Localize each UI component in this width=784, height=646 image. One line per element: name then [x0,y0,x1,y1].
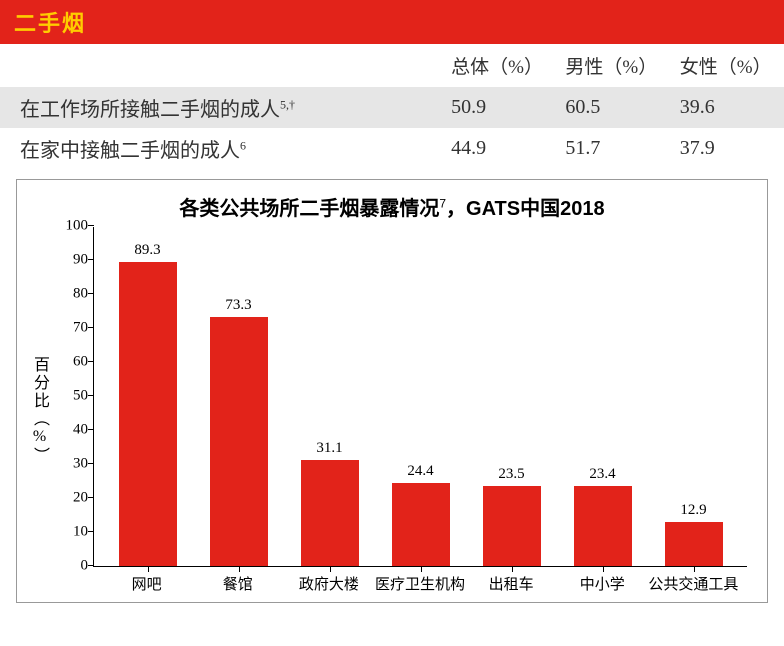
col-header-female: 女性（%） [670,44,784,87]
row-label: 在工作场所接触二手烟的成人5,† [0,87,441,128]
bar-value-label: 89.3 [134,242,160,259]
bar-slot: 31.1 [284,227,375,566]
bar-slot: 73.3 [193,227,284,566]
bar-rect [119,262,177,566]
ytick-label: 0 [54,558,88,575]
bar-value-label: 24.4 [407,463,433,480]
bar-value-label: 23.5 [498,466,524,483]
ytick-label: 70 [54,320,88,337]
bar-rect [301,460,359,566]
bar-slot: 23.4 [557,227,648,566]
y-axis-label: 百分比（%） [27,356,53,465]
bar-slot: 24.4 [375,227,466,566]
bar-slot: 89.3 [102,227,193,566]
ytick-label: 40 [54,422,88,439]
ytick-label: 10 [54,524,88,541]
ytick-label: 50 [54,388,88,405]
section-header: 二手烟 [0,0,784,44]
section-title: 二手烟 [14,11,86,36]
bar-slot: 12.9 [648,227,739,566]
bar-value-label: 12.9 [680,502,706,519]
ytick-label: 60 [54,354,88,371]
shs-table: 总体（%） 男性（%） 女性（%） 在工作场所接触二手烟的成人5,†50.960… [0,44,784,169]
bar-value-label: 31.1 [316,440,342,457]
ytick-label: 100 [54,218,88,235]
bar-value-label: 73.3 [225,297,251,314]
bar-rect [392,483,450,566]
x-axis-label: 出租车 [466,573,557,594]
bar-rect [210,317,268,566]
ytick-label: 90 [54,252,88,269]
bar-slot: 23.5 [466,227,557,566]
row-label: 在家中接触二手烟的成人6 [0,128,441,169]
x-axis-label: 公共交通工具 [648,573,739,594]
cell-female: 39.6 [670,87,784,128]
chart-title: 各类公共场所二手烟暴露情况7，GATS中国2018 [27,192,757,221]
cell-total: 44.9 [441,128,555,169]
col-header-total: 总体（%） [441,44,555,87]
cell-male: 60.5 [555,87,669,128]
bar-rect [574,486,632,566]
chart-container: 各类公共场所二手烟暴露情况7，GATS中国2018 百分比（%） 89.3 73.… [16,179,768,603]
x-axis-label: 医疗卫生机构 [374,573,465,594]
x-axis-label: 餐馆 [192,573,283,594]
ytick-label: 80 [54,286,88,303]
table-row: 在家中接触二手烟的成人644.951.737.9 [0,128,784,169]
chart-plot: 89.373.331.124.423.523.412.9 01020304050… [93,227,747,567]
bar-rect [483,486,541,566]
bar-rect [665,522,723,566]
x-axis-label: 政府大楼 [283,573,374,594]
cell-male: 51.7 [555,128,669,169]
bar-value-label: 23.4 [589,466,615,483]
cell-total: 50.9 [441,87,555,128]
ytick-label: 30 [54,456,88,473]
col-header-male: 男性（%） [555,44,669,87]
x-axis-label: 中小学 [557,573,648,594]
table-row: 在工作场所接触二手烟的成人5,†50.960.539.6 [0,87,784,128]
x-axis-label: 网吧 [101,573,192,594]
ytick-label: 20 [54,490,88,507]
cell-female: 37.9 [670,128,784,169]
